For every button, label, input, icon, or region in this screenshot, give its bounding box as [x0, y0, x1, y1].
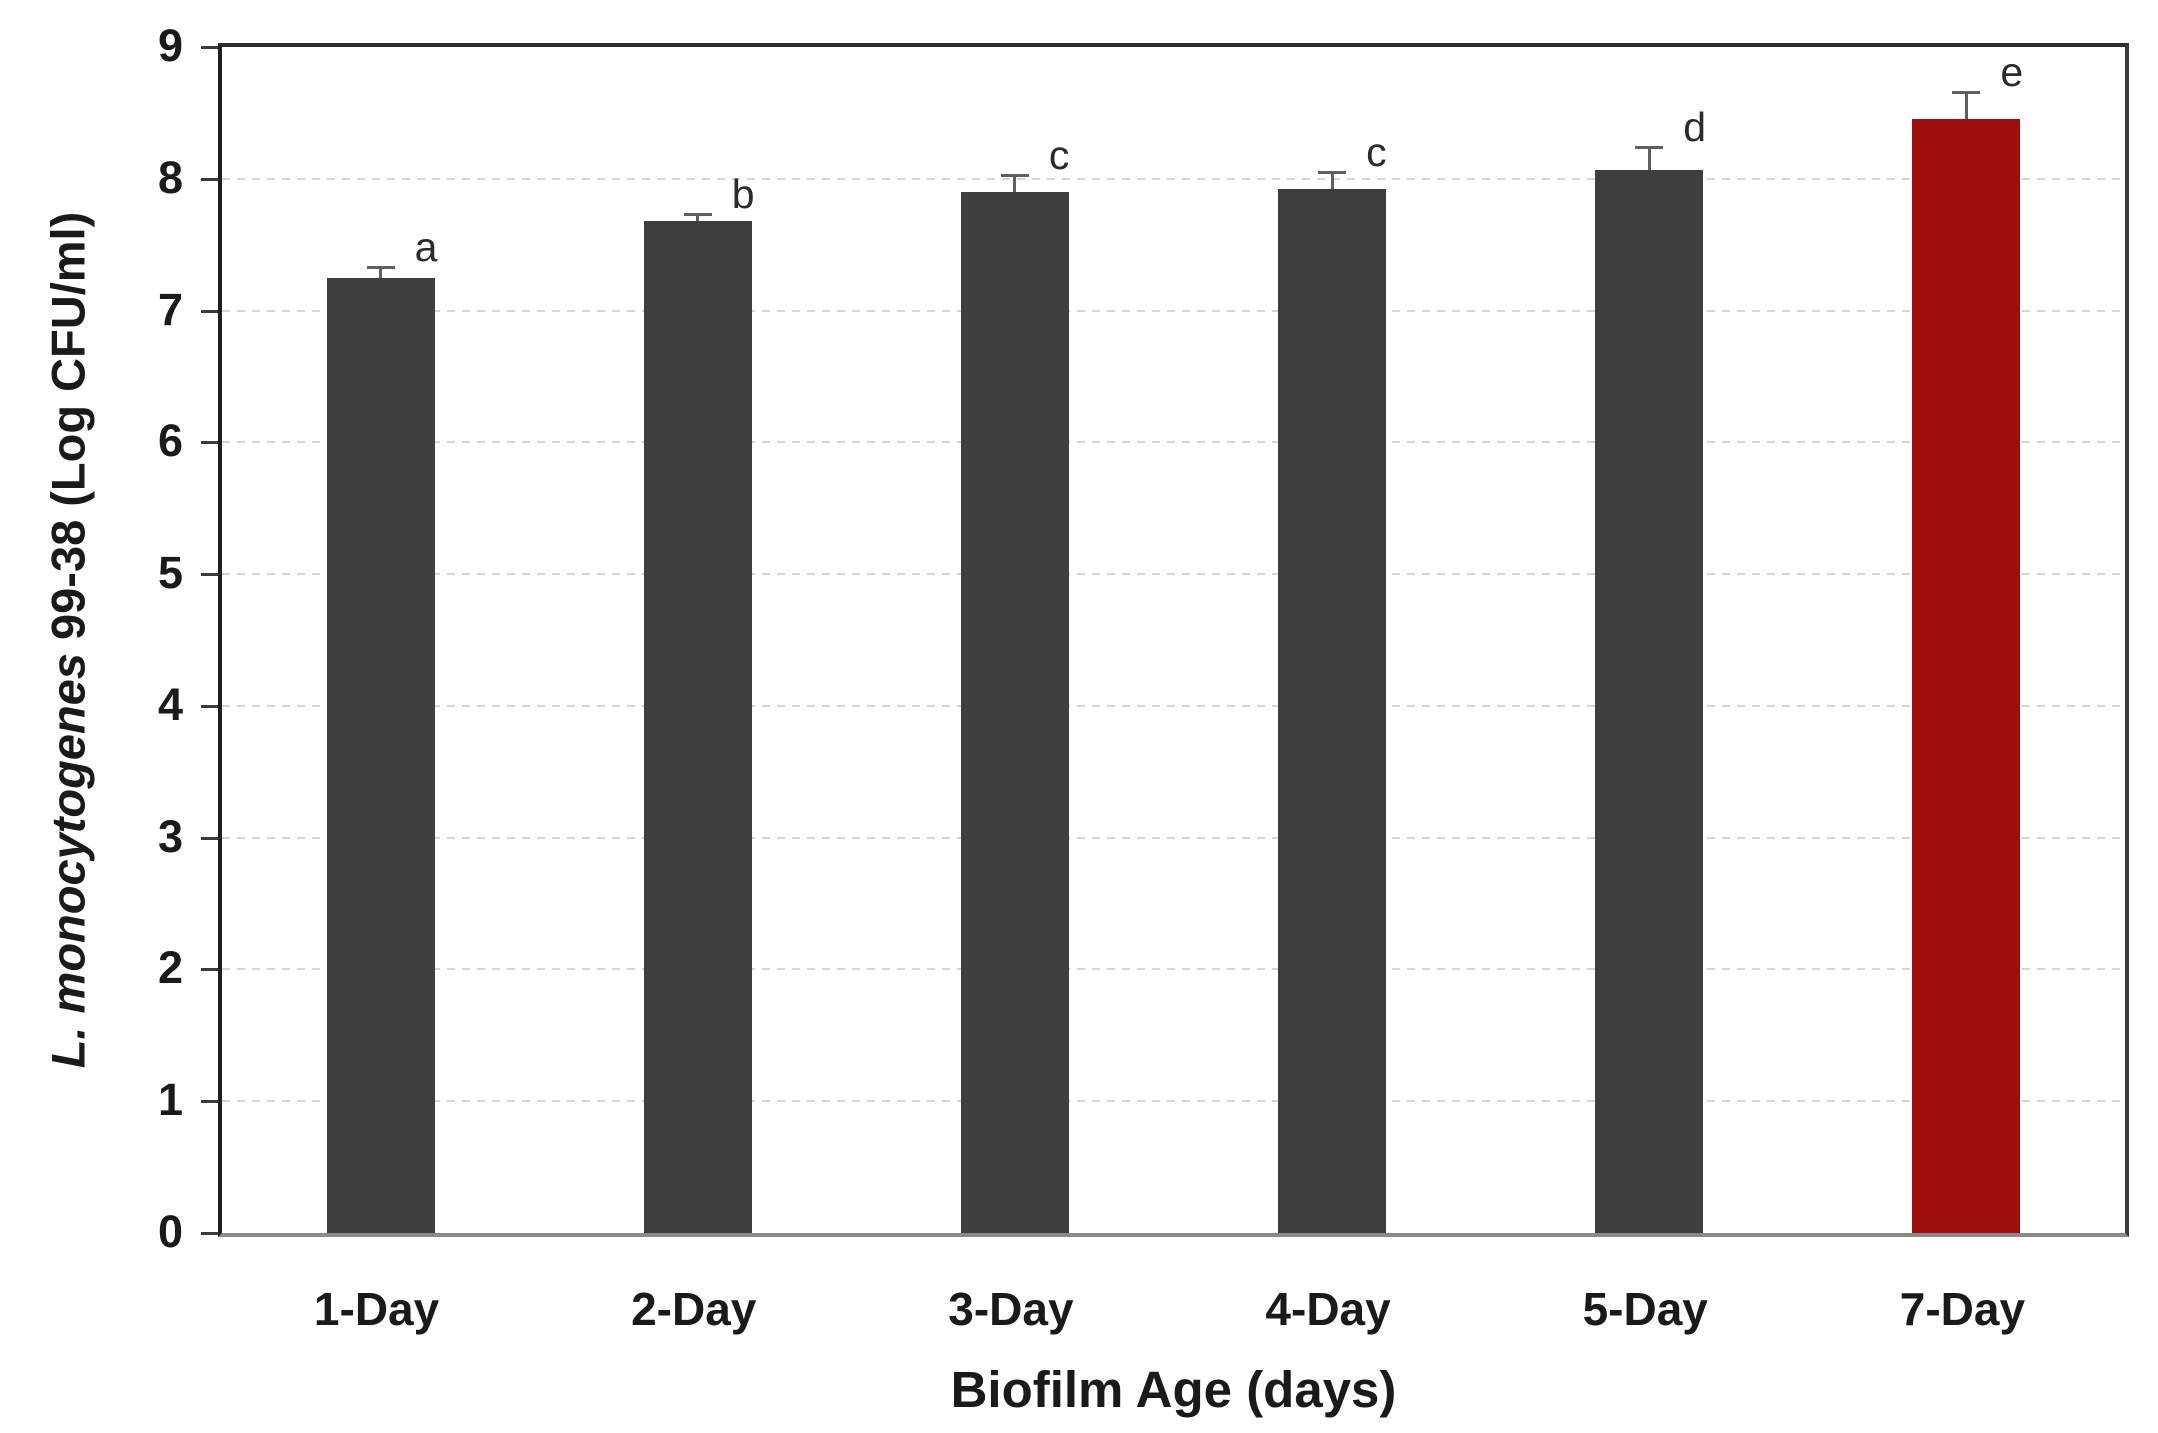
- y-tick-label-1: 1: [157, 1074, 183, 1126]
- y-tick-mark-3: [201, 836, 218, 840]
- y-tick-label-9: 9: [157, 20, 183, 71]
- error-bar-5-day: [1647, 147, 1651, 170]
- error-bar-2-day: [696, 214, 700, 221]
- y-tick-mark-1: [201, 1100, 218, 1104]
- y-tick-mark-0: [201, 1232, 218, 1235]
- error-bar-cap-1-day: [366, 266, 395, 270]
- error-bar-cap-3-day: [1000, 173, 1029, 177]
- gridline-y8: [222, 177, 2125, 180]
- gridline-y6: [222, 441, 2125, 444]
- y-tick-label-4: 4: [157, 678, 183, 730]
- gridline-y4: [222, 704, 2125, 707]
- bar-5-day: [1595, 169, 1704, 1233]
- bar-2-day: [643, 220, 752, 1233]
- x-tick-label-3-day: 3-Day: [948, 1283, 1074, 1335]
- significance-letter-e-7-day: e: [2000, 48, 2024, 95]
- error-bar-3-day: [1013, 174, 1017, 192]
- y-tick-label-8: 8: [157, 151, 183, 203]
- error-bar-1-day: [379, 267, 383, 278]
- error-bar-7-day: [1964, 91, 1968, 120]
- y-tick-label-2: 2: [157, 942, 183, 994]
- significance-letter-c-3-day: c: [1048, 131, 1070, 178]
- y-axis-title: L. monocytogenes 99-38 (Log CFU/ml): [41, 212, 96, 1069]
- bar-4-day: [1278, 189, 1387, 1233]
- error-bar-cap-5-day: [1635, 146, 1664, 150]
- y-tick-mark-4: [201, 704, 218, 708]
- y-tick-mark-2: [201, 968, 218, 972]
- x-tick-label-5-day: 5-Day: [1582, 1283, 1708, 1335]
- y-tick-label-7: 7: [157, 283, 183, 335]
- y-tick-mark-9: [201, 46, 218, 49]
- x-tick-label-2-day: 2-Day: [631, 1283, 757, 1335]
- significance-letter-b-2-day: b: [731, 171, 755, 218]
- significance-letter-a-1-day: a: [414, 224, 438, 271]
- significance-letter-d-5-day: d: [1683, 104, 1707, 151]
- y-tick-mark-7: [201, 309, 218, 313]
- x-tick-label-1-day: 1-Day: [313, 1283, 440, 1335]
- x-tick-label-4-day: 4-Day: [1265, 1283, 1391, 1335]
- y-tick-label-5: 5: [157, 547, 183, 599]
- gridline-y2: [222, 968, 2125, 971]
- y-tick-mark-5: [201, 573, 218, 577]
- y-tick-label-6: 6: [157, 415, 183, 467]
- error-bar-cap-4-day: [1318, 171, 1347, 175]
- error-bar-4-day: [1330, 172, 1334, 190]
- gridline-y7: [222, 309, 2125, 312]
- y-tick-mark-6: [201, 441, 218, 445]
- y-tick-label-3: 3: [157, 810, 183, 862]
- error-bar-cap-2-day: [683, 213, 712, 217]
- gridline-y1: [222, 1100, 2125, 1103]
- y-tick-mark-8: [201, 177, 218, 181]
- x-tick-label-7-day: 7-Day: [1899, 1283, 2026, 1335]
- y-tick-label-0: 0: [157, 1206, 183, 1257]
- significance-letter-c-4-day: c: [1366, 129, 1387, 176]
- x-axis-title: Biofilm Age (days): [950, 1361, 1397, 1418]
- bar-7-day: [1912, 119, 2021, 1233]
- bar-1-day: [326, 277, 435, 1233]
- error-bar-cap-7-day: [1952, 90, 1981, 94]
- gridline-y5: [222, 573, 2125, 576]
- gridline-y3: [222, 836, 2125, 839]
- plot-area: a b c c d e: [201, 43, 2129, 1237]
- bar-3-day: [960, 191, 1069, 1233]
